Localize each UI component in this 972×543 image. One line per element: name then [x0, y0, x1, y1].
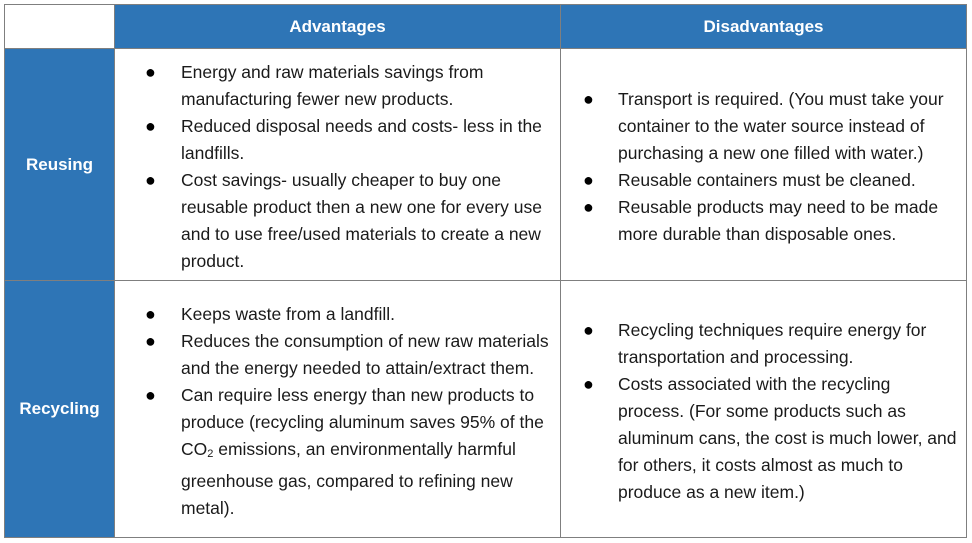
co2-subscript: 2 — [207, 448, 214, 460]
comparison-table: Advantages Disadvantages Reusing ● Energy… — [4, 4, 967, 538]
reusing-disadvantages-cell: ● Transport is required. (You must take y… — [560, 48, 967, 281]
bullet-icon: ● — [145, 385, 156, 405]
table-row-recycling: Recycling ● Keeps waste from a landfill. … — [4, 280, 967, 538]
list-item: ● Transport is required. (You must take y… — [583, 86, 960, 167]
bullet-icon: ● — [145, 170, 156, 190]
reusing-advantages-list: ● Energy and raw materials savings from m… — [145, 59, 552, 275]
row-label-reusing: Reusing — [4, 48, 115, 281]
recycling-disadvantages-list: ● Recycling techniques require energy for… — [583, 317, 960, 506]
header-row: Advantages Disadvantages — [4, 4, 967, 49]
reusing-disadvantages-list: ● Transport is required. (You must take y… — [583, 86, 960, 248]
list-item: ● Reusable containers must be cleaned. — [583, 167, 960, 194]
table-row-reusing: Reusing ● Energy and raw materials saving… — [4, 48, 967, 281]
bullet-icon: ● — [145, 116, 156, 136]
header-disadvantages: Disadvantages — [560, 4, 967, 49]
bullet-icon: ● — [583, 170, 594, 190]
bullet-icon: ● — [583, 374, 594, 394]
list-item: ● Reduced disposal needs and costs- less … — [145, 113, 552, 167]
list-item: ● Recycling techniques require energy for… — [583, 317, 960, 371]
recycling-advantages-list: ● Keeps waste from a landfill. ● Reduces t… — [145, 301, 552, 522]
reusing-advantages-cell: ● Energy and raw materials savings from m… — [114, 48, 561, 281]
bullet-icon: ● — [583, 320, 594, 340]
list-item: ● Can require less energy than new produc… — [145, 382, 552, 522]
corner-cell — [4, 4, 115, 49]
bullet-icon: ● — [145, 62, 156, 82]
recycling-disadvantages-cell: ● Recycling techniques require energy for… — [560, 280, 967, 538]
row-label-recycling: Recycling — [4, 280, 115, 538]
bullet-icon: ● — [145, 331, 156, 351]
bullet-icon: ● — [583, 197, 594, 217]
list-item: ● Reduces the consumption of new raw mate… — [145, 328, 552, 382]
list-item: ● Energy and raw materials savings from m… — [145, 59, 552, 113]
list-item: ● Costs associated with the recycling pro… — [583, 371, 960, 506]
list-item: ● Cost savings- usually cheaper to buy on… — [145, 167, 552, 275]
bullet-icon: ● — [145, 304, 156, 324]
recycling-advantages-cell: ● Keeps waste from a landfill. ● Reduces t… — [114, 280, 561, 538]
bullet-icon: ● — [583, 89, 594, 109]
header-advantages: Advantages — [114, 4, 561, 49]
list-item: ● Keeps waste from a landfill. — [145, 301, 552, 328]
list-item: ● Reusable products may need to be made m… — [583, 194, 960, 248]
